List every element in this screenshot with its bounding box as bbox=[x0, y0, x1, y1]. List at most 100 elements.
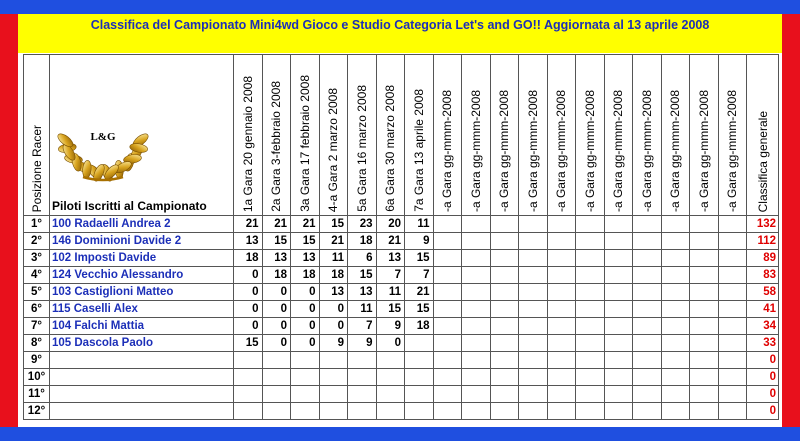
score-cell bbox=[717, 385, 747, 403]
score-cell bbox=[689, 300, 719, 318]
race-header: -a Gara gg-mmm-2008 bbox=[632, 54, 662, 216]
race-header-label: -a Gara gg-mmm-2008 bbox=[611, 89, 626, 212]
score-cell bbox=[261, 351, 291, 369]
score-cell: 0 bbox=[233, 300, 263, 318]
score-cell bbox=[375, 402, 405, 420]
top-border bbox=[0, 0, 800, 14]
score-cell bbox=[717, 266, 747, 284]
score-cell bbox=[717, 368, 747, 386]
score-cell bbox=[575, 215, 605, 233]
score-cell bbox=[717, 402, 747, 420]
position-cell: 7° bbox=[23, 317, 50, 335]
score-cell bbox=[432, 317, 462, 335]
score-cell bbox=[575, 300, 605, 318]
score-cell bbox=[632, 317, 662, 335]
score-cell bbox=[660, 300, 690, 318]
score-cell: 13 bbox=[290, 249, 320, 267]
race-header: -a Gara gg-mmm-2008 bbox=[489, 54, 519, 216]
score-cell bbox=[689, 266, 719, 284]
pilot-name-cell: 146 Dominioni Davide 2 bbox=[49, 232, 234, 250]
total-cell: 58 bbox=[746, 283, 779, 301]
score-cell bbox=[489, 283, 519, 301]
score-cell bbox=[318, 385, 348, 403]
score-cell: 0 bbox=[290, 317, 320, 335]
score-cell bbox=[660, 266, 690, 284]
score-cell: 15 bbox=[290, 232, 320, 250]
score-cell bbox=[603, 215, 633, 233]
score-cell bbox=[489, 300, 519, 318]
race-header: 3a Gara 17 febbraio 2008 bbox=[290, 54, 320, 216]
logo-text: L&G bbox=[90, 131, 116, 143]
score-cell bbox=[603, 402, 633, 420]
table-row: 10° 0 bbox=[23, 368, 779, 386]
score-cell bbox=[689, 334, 719, 352]
score-cell bbox=[546, 283, 576, 301]
laurel-leaf bbox=[123, 154, 142, 164]
total-cell: 41 bbox=[746, 300, 779, 318]
score-cell: 0 bbox=[261, 334, 291, 352]
pilot-name-cell bbox=[49, 385, 234, 403]
standings-table: Posizione Racer Piloti Iscritti al Campio… bbox=[23, 54, 779, 420]
laurel-leaf bbox=[57, 133, 74, 148]
table-row: 11° 0 bbox=[23, 385, 779, 403]
score-cell bbox=[290, 385, 320, 403]
position-cell: 6° bbox=[23, 300, 50, 318]
race-header: -a Gara gg-mmm-2008 bbox=[518, 54, 548, 216]
race-header-label: -a Gara gg-mmm-2008 bbox=[696, 89, 711, 212]
score-cell bbox=[404, 351, 434, 369]
page-title: Classifica del Campionato Mini4wd Gioco … bbox=[18, 14, 782, 36]
position-cell: 3° bbox=[23, 249, 50, 267]
score-cell: 13 bbox=[233, 232, 263, 250]
score-cell bbox=[461, 402, 491, 420]
score-cell bbox=[518, 368, 548, 386]
score-cell: 21 bbox=[290, 215, 320, 233]
score-cell: 0 bbox=[233, 266, 263, 284]
score-cell bbox=[518, 215, 548, 233]
position-cell: 12° bbox=[23, 402, 50, 420]
score-cell bbox=[432, 232, 462, 250]
score-cell bbox=[546, 266, 576, 284]
score-cell bbox=[461, 232, 491, 250]
score-cell: 20 bbox=[375, 215, 405, 233]
race-header-label: -a Gara gg-mmm-2008 bbox=[468, 89, 483, 212]
score-cell bbox=[717, 351, 747, 369]
score-cell: 0 bbox=[290, 283, 320, 301]
score-cell bbox=[546, 334, 576, 352]
score-cell bbox=[603, 266, 633, 284]
score-cell bbox=[461, 283, 491, 301]
race-header: -a Gara gg-mmm-2008 bbox=[461, 54, 491, 216]
score-cell: 0 bbox=[261, 283, 291, 301]
race-header: 6a Gara 30 marzo 2008 bbox=[375, 54, 405, 216]
bottom-border bbox=[0, 427, 800, 441]
score-cell bbox=[689, 351, 719, 369]
score-cell bbox=[432, 283, 462, 301]
score-cell: 0 bbox=[233, 283, 263, 301]
pilot-name-cell: 115 Caselli Alex bbox=[49, 300, 234, 318]
score-cell bbox=[717, 249, 747, 267]
score-cell bbox=[632, 283, 662, 301]
score-cell: 18 bbox=[233, 249, 263, 267]
score-cell bbox=[546, 385, 576, 403]
score-cell bbox=[261, 385, 291, 403]
score-cell bbox=[432, 300, 462, 318]
score-cell bbox=[632, 232, 662, 250]
score-cell bbox=[660, 351, 690, 369]
score-cell bbox=[489, 402, 519, 420]
score-cell bbox=[717, 300, 747, 318]
score-cell: 0 bbox=[318, 300, 348, 318]
race-header: 7a Gara 13 aprile 2008 bbox=[404, 54, 434, 216]
logo: L&G bbox=[53, 85, 153, 190]
score-cell bbox=[347, 351, 377, 369]
race-header-label: 7a Gara 13 aprile 2008 bbox=[411, 89, 426, 212]
score-cell bbox=[461, 385, 491, 403]
score-cell bbox=[432, 385, 462, 403]
position-cell: 10° bbox=[23, 368, 50, 386]
score-cell bbox=[632, 215, 662, 233]
race-header-label: 4-a Gara 2 marzo 2008 bbox=[326, 87, 341, 212]
race-header-label: -a Gara gg-mmm-2008 bbox=[440, 89, 455, 212]
score-cell: 18 bbox=[318, 266, 348, 284]
race-header: -a Gara gg-mmm-2008 bbox=[432, 54, 462, 216]
score-cell bbox=[432, 351, 462, 369]
score-cell: 15 bbox=[347, 266, 377, 284]
score-cell bbox=[461, 300, 491, 318]
